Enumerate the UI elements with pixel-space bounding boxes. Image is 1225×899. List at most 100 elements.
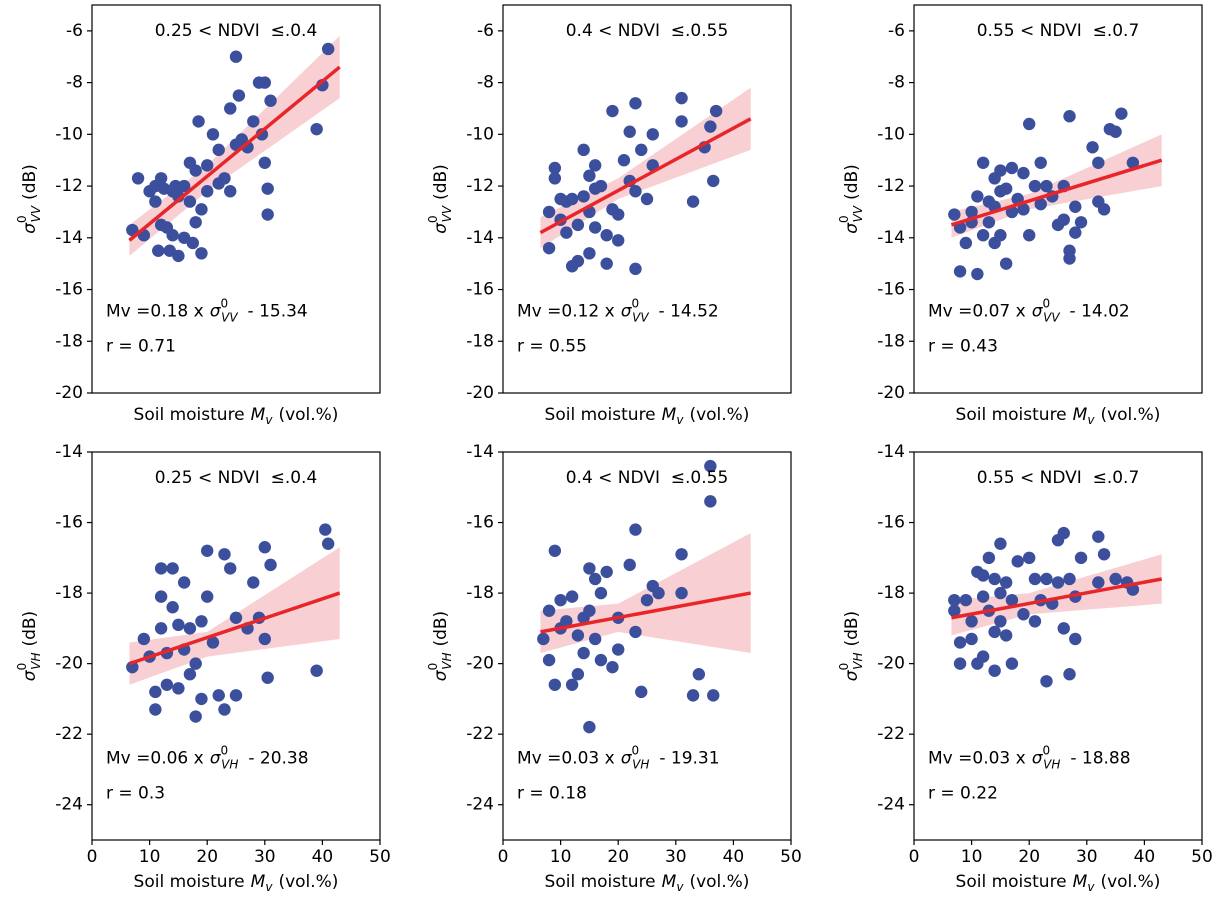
y-tick-label: -12 xyxy=(877,176,905,196)
data-point xyxy=(617,154,631,167)
data-point xyxy=(953,657,967,670)
data-point xyxy=(982,551,996,565)
data-point xyxy=(177,576,191,589)
data-point xyxy=(201,159,214,172)
y-tick-label: -6 xyxy=(477,21,494,41)
equation: Mv =0.03 x σ0 VH - 18.88 xyxy=(928,743,1131,771)
data-point xyxy=(1011,555,1024,568)
y-axis-label: σ0VV (dB) xyxy=(426,164,454,234)
y-axis-label: σ0VV (dB) xyxy=(15,164,43,234)
data-point xyxy=(948,593,961,607)
x-tick-label: 10 xyxy=(550,847,572,867)
xlabel-sub: v xyxy=(265,413,273,427)
data-point xyxy=(600,229,613,242)
data-point xyxy=(1063,110,1076,123)
xlabel-lead: Soil moisture xyxy=(134,872,245,892)
regression-line xyxy=(539,117,752,235)
y-tick-label: -14 xyxy=(55,228,83,248)
y-tick-label: -20 xyxy=(55,654,83,674)
data-point xyxy=(548,678,562,691)
ylabel-sub: VV xyxy=(29,205,43,222)
eq-sub: VH xyxy=(221,757,238,771)
data-point xyxy=(959,593,973,607)
data-point xyxy=(229,689,243,702)
data-point xyxy=(994,586,1007,600)
x-tick-label: 0 xyxy=(87,847,98,867)
y-tick-label: -14 xyxy=(466,442,494,462)
data-point xyxy=(1069,200,1082,213)
data-point xyxy=(149,195,162,208)
data-point xyxy=(542,205,556,219)
xlabel-lead: Soil moisture xyxy=(545,405,656,425)
eq-lead: Mv =0.03 x xyxy=(517,749,615,769)
data-point xyxy=(565,590,579,603)
data-point xyxy=(1040,675,1053,688)
ylabel-sup: 0 xyxy=(426,663,440,671)
eq-tail: - 15.34 xyxy=(248,302,308,322)
y-tick-label: -18 xyxy=(55,331,83,351)
data-point xyxy=(554,593,567,607)
y-axis-label: σ0VH (dB) xyxy=(15,611,43,681)
x-tick-label: 20 xyxy=(196,847,218,867)
data-point xyxy=(560,615,573,628)
data-point xyxy=(548,172,562,185)
data-point xyxy=(999,257,1013,270)
axes-frame xyxy=(502,451,792,841)
eq-sub: VV xyxy=(221,310,238,324)
axes-frame xyxy=(913,451,1203,841)
data-point xyxy=(640,192,654,206)
x-axis-label: Soil moisture Mv (vol.%) xyxy=(956,405,1161,427)
data-point xyxy=(1069,226,1082,239)
eq-symbol: σ xyxy=(1032,749,1044,769)
data-point xyxy=(971,190,984,203)
data-point xyxy=(583,604,596,617)
data-point xyxy=(201,590,214,603)
ylabel-symbol: σ xyxy=(431,669,451,681)
y-tick-label: -14 xyxy=(55,442,83,462)
data-point xyxy=(583,247,596,260)
y-tick-label: -16 xyxy=(55,513,83,533)
x-tick-label: 30 xyxy=(254,847,276,867)
xlabel-sub: v xyxy=(676,880,684,894)
ylabel-unit: (dB) xyxy=(842,164,862,200)
y-tick-label: -20 xyxy=(877,383,905,403)
data-point xyxy=(195,247,208,260)
data-point xyxy=(192,115,205,128)
axes-frame xyxy=(91,451,381,841)
data-point xyxy=(577,190,590,203)
data-point xyxy=(195,615,208,628)
correlation: r = 0.43 xyxy=(928,336,998,356)
data-point xyxy=(629,523,642,536)
regression-line xyxy=(951,577,1162,620)
ylabel-unit: (dB) xyxy=(431,611,451,647)
x-axis-label: Soil moisture Mv (vol.%) xyxy=(956,872,1161,894)
eq-sub: VH xyxy=(1043,757,1060,771)
data-point xyxy=(186,236,199,250)
panel-title: 0.4 < NDVI ≤.0.55 xyxy=(566,468,729,488)
data-point xyxy=(183,668,197,681)
ylabel-sup: 0 xyxy=(837,663,851,671)
data-point xyxy=(201,544,214,557)
data-point xyxy=(224,102,237,115)
data-point xyxy=(600,257,613,270)
data-point xyxy=(224,562,237,575)
eq-tail: - 14.52 xyxy=(659,302,719,322)
xlabel-unit: (vol.%) xyxy=(278,872,338,892)
data-point xyxy=(166,562,179,575)
data-point xyxy=(988,664,1001,677)
data-point xyxy=(988,572,1001,586)
data-point xyxy=(635,685,648,699)
eq-sub: VH xyxy=(632,757,649,771)
data-point xyxy=(201,185,214,198)
eq-sup: 0 xyxy=(631,743,639,757)
x-tick-label: 40 xyxy=(1134,847,1156,867)
data-point xyxy=(948,208,961,221)
data-point xyxy=(229,611,243,624)
data-point xyxy=(548,161,562,175)
data-point xyxy=(177,179,191,193)
y-tick-label: -6 xyxy=(66,21,83,41)
data-point xyxy=(965,615,978,628)
data-point xyxy=(152,244,165,257)
data-point xyxy=(1109,572,1122,586)
data-point xyxy=(571,254,585,268)
